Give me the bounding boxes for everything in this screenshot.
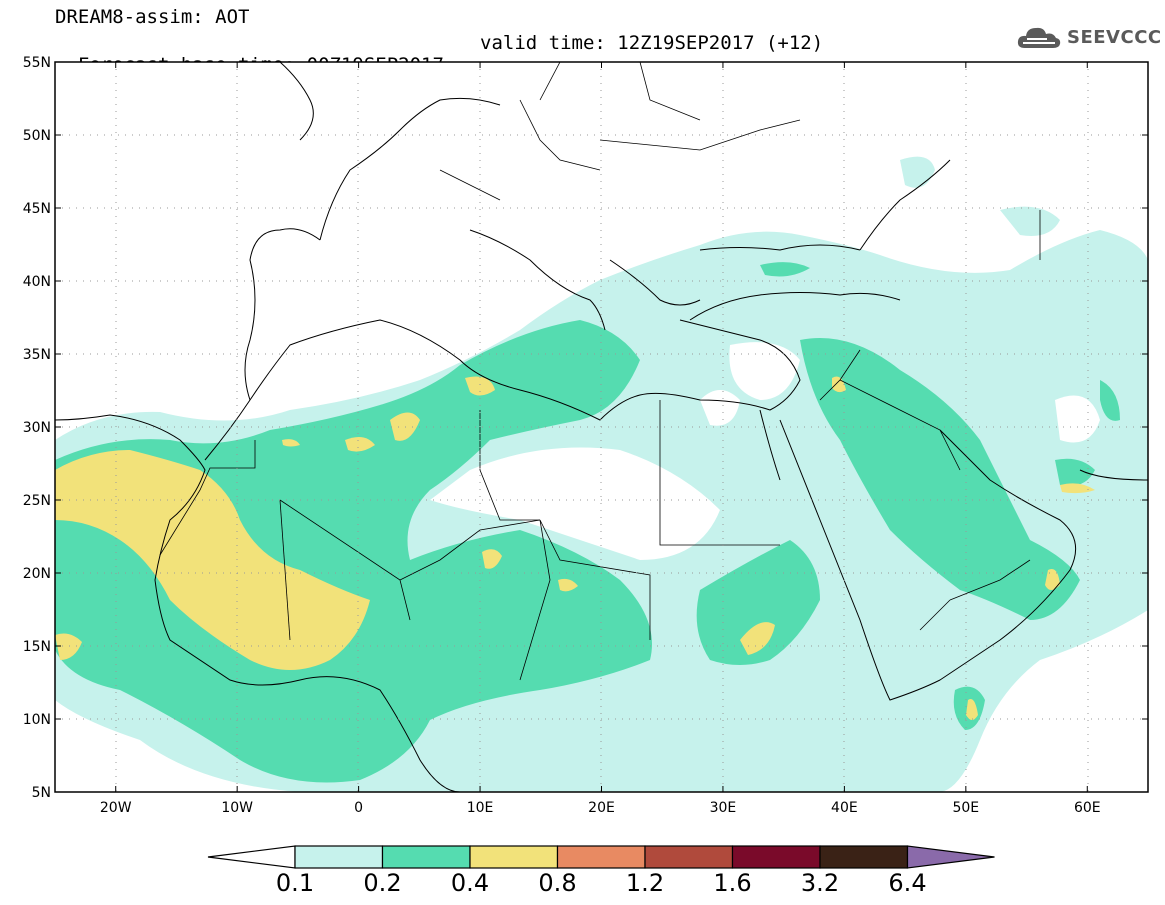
- lat-axis: 5N 10N 15N 20N 25N 30N 35N 40N 45N 50N 55N: [23, 55, 1148, 801]
- colorbar-label: 6.4: [888, 869, 927, 897]
- colorbar-cell: [381, 845, 471, 869]
- colorbar-cell: [731, 845, 821, 869]
- lat-tick-label: 45N: [23, 201, 51, 217]
- lon-tick-label: 40E: [831, 800, 858, 816]
- lat-tick-label: 35N: [23, 347, 51, 363]
- lat-tick-label: 20N: [23, 566, 51, 582]
- lat-tick-label: 10N: [23, 712, 51, 728]
- colorbar-label: 1.6: [713, 869, 752, 897]
- lon-tick-label: 10E: [467, 800, 494, 816]
- colorbar-cell: [294, 845, 384, 869]
- colorbar-label: 1.2: [625, 869, 665, 897]
- seevccc-logo: SEEVCCC: [1017, 22, 1162, 52]
- lat-tick-label: 30N: [23, 420, 51, 436]
- aot-contour-0.2: [55, 262, 1120, 783]
- map-title: DREAM8-assim: AOT: [55, 6, 250, 28]
- aot-map: 5N 10N 15N 20N 25N 30N 35N 40N 45N 50N 55N 20W 10W 0…: [23, 55, 1149, 816]
- lat-tick-label: 50N: [23, 128, 51, 144]
- coastlines: [55, 62, 1148, 792]
- colorbar: [207, 845, 995, 869]
- colorbar-cell: [556, 845, 646, 869]
- lat-tick-label: 55N: [23, 55, 51, 71]
- lat-tick-label: 25N: [23, 493, 51, 509]
- colorbar-high-arrow: [906, 845, 995, 869]
- gridlines: [55, 62, 1148, 792]
- lon-tick-label: 20E: [588, 800, 615, 816]
- colorbar-low-arrow: [207, 845, 296, 869]
- aot-field: [55, 62, 1148, 792]
- colorbar-cell: [469, 845, 559, 869]
- lon-tick-label: 10W: [221, 800, 253, 816]
- lat-tick-label: 15N: [23, 639, 51, 655]
- colorbar-cell: [819, 845, 909, 869]
- logo-text: SEEVCCC: [1067, 26, 1162, 48]
- colorbar-cell: [644, 845, 734, 869]
- lon-tick-label: 20W: [100, 800, 132, 816]
- lon-tick-label: 30E: [710, 800, 737, 816]
- aot-contour-0.4: [55, 376, 1095, 720]
- lon-tick-label: 50E: [952, 800, 979, 816]
- lon-tick-label: 0: [354, 800, 363, 816]
- lon-axis: 20W 10W 0 10E 20E 30E 40E 50E 60E: [100, 62, 1101, 816]
- colorbar-label: 0.2: [363, 869, 402, 897]
- lon-tick-label: 60E: [1074, 800, 1101, 816]
- colorbar-labels: 0.1 0.2 0.4 0.8 1.2 1.6 3.2 6.4: [0, 869, 1165, 899]
- colorbar-label: 0.8: [538, 869, 577, 897]
- colorbar-label: 0.1: [275, 869, 315, 897]
- lat-tick-label: 40N: [23, 274, 51, 290]
- lat-tick-label: 5N: [32, 785, 51, 801]
- colorbar-label: 3.2: [800, 869, 840, 897]
- valid-time: valid time: 12Z19SEP2017 (+12): [480, 32, 824, 54]
- colorbar-label: 0.4: [450, 869, 490, 897]
- cloud-icon: [1017, 27, 1061, 48]
